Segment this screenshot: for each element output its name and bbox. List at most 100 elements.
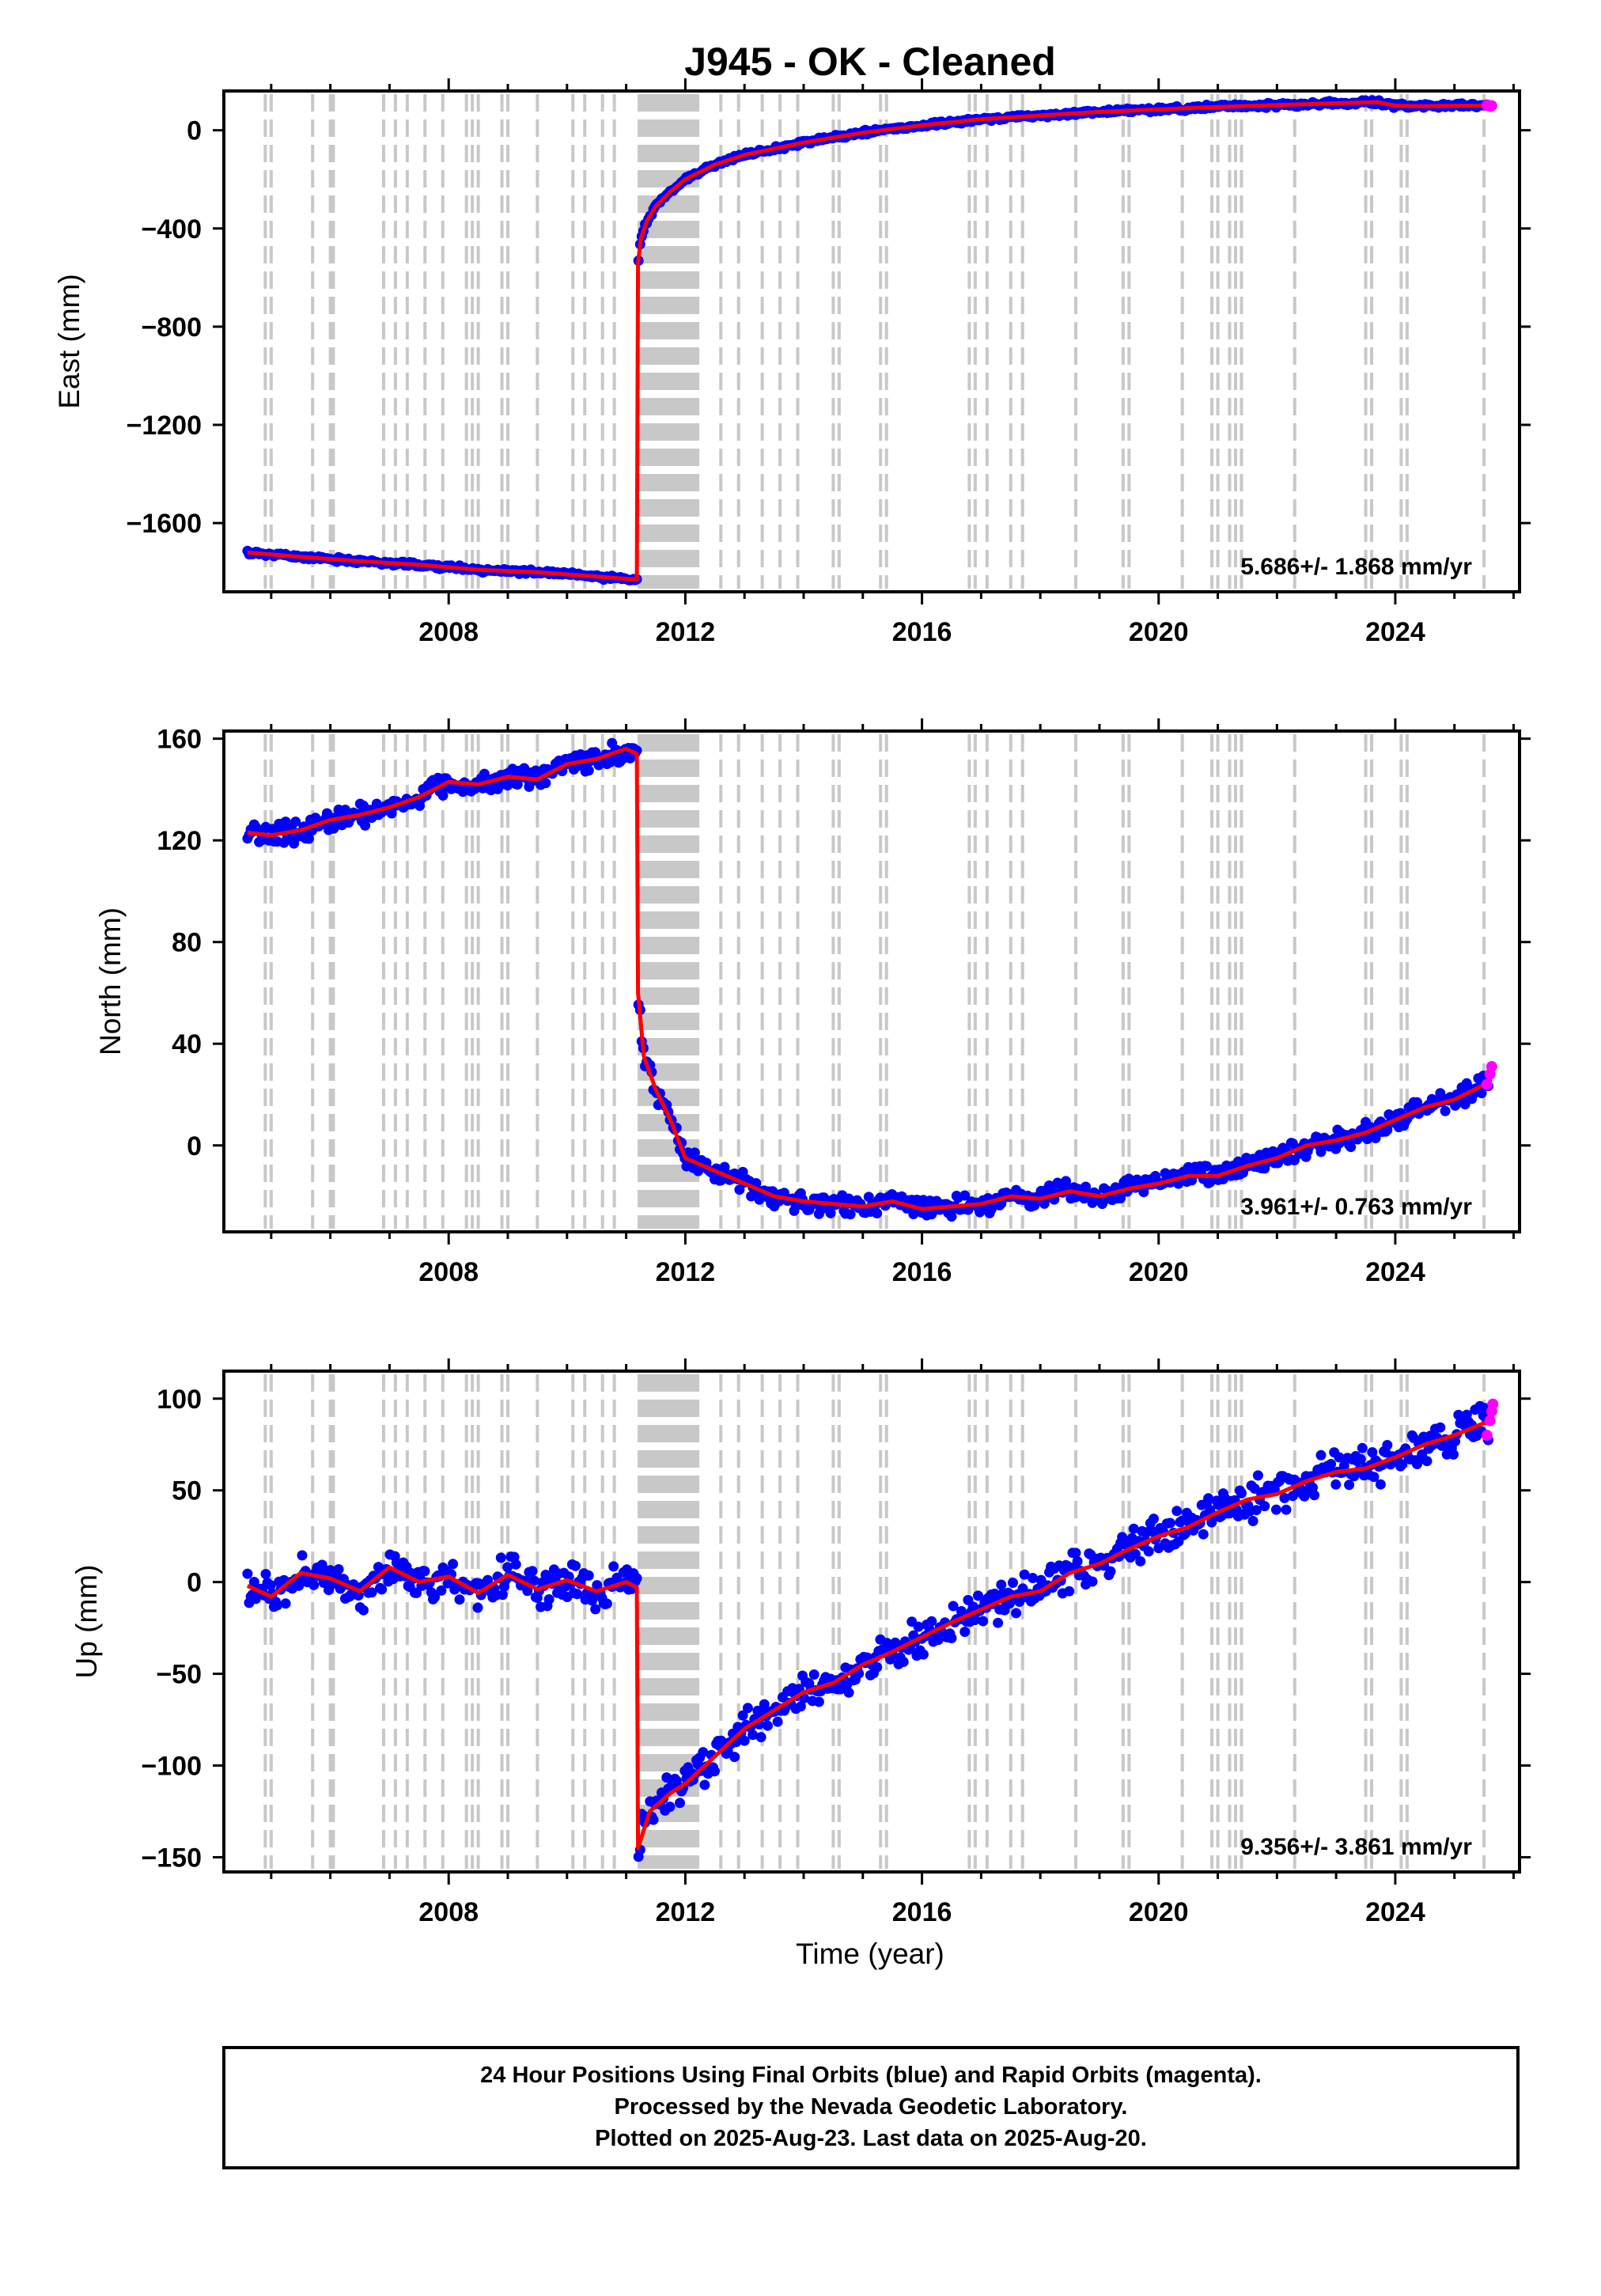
up-final-orbit-point [996, 1579, 1007, 1590]
up-final-orbit-point [272, 1600, 283, 1611]
north-final-orbit-point [959, 1190, 971, 1201]
north-x-tick-label: 2016 [892, 1257, 952, 1287]
up-final-orbit-point [1019, 1569, 1030, 1580]
up-final-orbit-point [297, 1550, 308, 1561]
up-final-orbit-point [1105, 1566, 1116, 1577]
north-y-axis-label: North (mm) [94, 907, 127, 1055]
up-final-orbit-point [1251, 1505, 1262, 1516]
up-final-orbit-point [739, 1735, 750, 1746]
up-final-orbit-point [1128, 1523, 1139, 1534]
up-final-orbit-point [664, 1802, 676, 1813]
north-velocity-label: 3.961+/- 0.763 mm/yr [1240, 1194, 1472, 1220]
up-x-tick-label: 2008 [418, 1897, 479, 1927]
up-final-orbit-point [1357, 1442, 1368, 1453]
up-final-orbit-point [1279, 1492, 1290, 1503]
up-final-orbit-point [1344, 1480, 1355, 1491]
north-x-tick-label: 2012 [656, 1257, 716, 1287]
up-final-orbit-point [601, 1598, 612, 1609]
up-final-orbit-point [1247, 1516, 1258, 1526]
up-final-orbit-point [497, 1589, 508, 1601]
up-final-orbit-point [242, 1568, 253, 1579]
east-y-axis-label: East (mm) [53, 274, 85, 409]
up-final-orbit-point [543, 1594, 554, 1605]
east-velocity-label: 5.686+/- 1.868 mm/yr [1240, 554, 1472, 580]
north-model-fit-line [247, 747, 1491, 1211]
east-x-tick-label: 2020 [1129, 617, 1189, 647]
up-y-tick-label: 100 [157, 1385, 202, 1415]
up-final-orbit-point [1198, 1529, 1209, 1540]
north-x-tick-label: 2024 [1365, 1257, 1425, 1287]
up-final-orbit-point [325, 1565, 336, 1576]
up-final-orbit-point [1011, 1608, 1022, 1619]
up-final-orbit-point [905, 1643, 916, 1654]
up-final-orbit-point [946, 1633, 957, 1643]
up-final-orbit-point [1355, 1453, 1366, 1464]
east-x-tick-label: 2008 [418, 617, 479, 647]
up-final-orbit-point [1135, 1555, 1146, 1567]
up-final-orbit-point [1382, 1440, 1393, 1450]
east-y-tick-label: −800 [141, 313, 202, 343]
up-final-orbit-point [1259, 1501, 1270, 1512]
up-y-tick-label: 0 [187, 1568, 202, 1598]
up-final-orbit-point [583, 1570, 594, 1581]
up-final-orbit-point [1281, 1504, 1292, 1515]
north-final-orbit-point [479, 768, 490, 779]
north-final-orbit-point [845, 1209, 856, 1220]
up-final-orbit-point [333, 1564, 344, 1574]
up-final-orbit-point [265, 1580, 276, 1591]
north-y-tick-label: 160 [157, 725, 202, 755]
up-velocity-label: 9.356+/- 3.861 mm/yr [1240, 1834, 1472, 1860]
up-final-orbit-point [1448, 1449, 1459, 1460]
up-final-orbit-point [248, 1577, 259, 1587]
east-x-tick-label: 2024 [1365, 617, 1425, 647]
up-final-orbit-point [898, 1657, 909, 1667]
up-y-tick-label: −100 [141, 1752, 202, 1782]
up-final-orbit-point [377, 1584, 388, 1595]
east-y-tick-label: −1600 [127, 509, 202, 539]
up-final-orbit-point [959, 1627, 971, 1637]
north-final-orbit-point [583, 765, 594, 776]
north-plot-frame [222, 729, 1521, 1233]
up-final-orbit-point [411, 1588, 422, 1598]
up-final-orbit-point [1367, 1447, 1378, 1458]
up-final-orbit-point [729, 1752, 740, 1763]
up-rapid-orbit-point [1484, 1415, 1496, 1426]
up-final-orbit-point [1315, 1449, 1327, 1461]
up-final-orbit-point [527, 1566, 538, 1577]
up-final-orbit-point [1164, 1517, 1175, 1529]
north-final-orbit-point [303, 833, 314, 844]
east-y-tick-label: −400 [141, 214, 202, 244]
up-final-orbit-point [436, 1585, 447, 1596]
north-final-orbit-point [1202, 1161, 1212, 1172]
north-final-orbit-point [1315, 1146, 1327, 1157]
up-final-orbit-point [308, 1579, 320, 1590]
up-final-orbit-point [1270, 1504, 1281, 1515]
up-final-orbit-point [742, 1703, 753, 1714]
up-final-orbit-point [419, 1566, 430, 1577]
north-final-orbit-point [1461, 1078, 1472, 1089]
x-axis-label: Time (year) [796, 1938, 944, 1970]
north-final-orbit-point [946, 1211, 957, 1222]
up-final-orbit-point [358, 1605, 369, 1616]
up-final-orbit-point [978, 1616, 989, 1627]
north-final-orbit-point [1440, 1105, 1451, 1116]
north-y-tick-label: 40 [172, 1029, 202, 1059]
up-final-orbit-point [631, 1573, 642, 1584]
footer-line-1: 24 Hour Positions Using Final Orbits (bl… [480, 2063, 1262, 2088]
up-final-orbit-point [1213, 1499, 1224, 1510]
up-y-tick-label: −150 [141, 1843, 202, 1873]
up-final-orbit-point [495, 1552, 506, 1563]
up-final-orbit-point [572, 1589, 583, 1600]
up-final-orbit-point [813, 1696, 824, 1707]
north-y-tick-label: 80 [172, 928, 202, 958]
up-final-orbit-point [1435, 1422, 1446, 1433]
up-final-orbit-point [759, 1699, 770, 1710]
up-final-orbit-point [698, 1747, 709, 1758]
north-panel: 2008 2012 2016 2020 2024 0 40 80 120 160 North (mm… [94, 718, 1531, 1287]
up-final-orbit-point [1143, 1546, 1154, 1557]
up-final-orbit-point [590, 1604, 601, 1615]
up-final-orbit-point [502, 1562, 513, 1573]
up-x-tick-label: 2012 [656, 1897, 716, 1927]
north-final-orbit-point [689, 1147, 700, 1158]
